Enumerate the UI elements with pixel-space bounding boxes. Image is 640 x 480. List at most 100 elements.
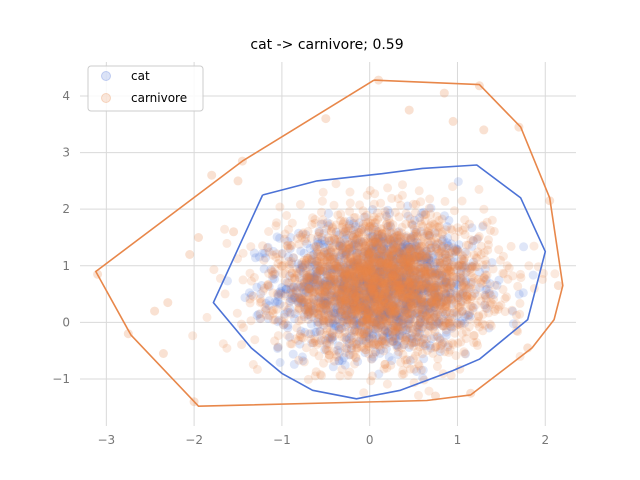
scatter-point <box>364 249 374 259</box>
scatter-point <box>348 299 358 308</box>
scatter-point <box>392 342 402 352</box>
scatter-point <box>407 286 417 296</box>
scatter-point <box>498 285 508 294</box>
scatter-point <box>277 283 287 292</box>
scatter-point <box>365 277 375 287</box>
scatter-point <box>324 276 334 286</box>
scatter-point <box>438 338 448 348</box>
scatter-point <box>443 295 453 305</box>
scatter-point <box>391 254 401 264</box>
scatter-point <box>415 270 425 280</box>
scatter-point <box>333 262 343 272</box>
scatter-point <box>444 215 454 225</box>
scatter-point <box>401 301 411 311</box>
scatter-point <box>324 295 334 305</box>
scatter-point <box>314 292 324 302</box>
scatter-point <box>254 309 264 319</box>
scatter-point <box>369 283 379 293</box>
scatter-point <box>351 220 361 230</box>
scatter-point <box>412 287 422 297</box>
scatter-point <box>442 222 452 232</box>
scatter-point <box>356 276 366 286</box>
scatter-point <box>318 279 328 289</box>
scatter-point <box>414 320 423 330</box>
scatter-point <box>366 284 376 293</box>
scatter-point <box>365 281 375 291</box>
scatter-point <box>426 267 436 277</box>
scatter-point <box>383 309 393 318</box>
scatter-point <box>275 299 285 309</box>
scatter-point <box>329 200 339 210</box>
scatter-point <box>308 306 318 316</box>
scatter-point <box>347 311 357 321</box>
scatter-point <box>467 223 477 233</box>
scatter-point <box>218 339 228 349</box>
scatter-point <box>340 283 349 293</box>
scatter-point <box>370 272 380 282</box>
scatter-point <box>359 294 369 304</box>
scatter-point <box>399 273 409 283</box>
scatter-point <box>469 331 479 341</box>
scatter-point <box>429 303 439 313</box>
series-points-cat <box>223 177 538 383</box>
scatter-point <box>311 269 321 279</box>
scatter-point <box>344 283 354 293</box>
scatter-point <box>412 285 422 295</box>
scatter-point <box>403 308 413 318</box>
scatter-point <box>385 287 395 297</box>
scatter-point <box>295 200 305 209</box>
scatter-point <box>448 308 458 318</box>
scatter-point <box>273 342 283 352</box>
scatter-point <box>377 292 387 302</box>
scatter-point <box>372 244 382 253</box>
scatter-point <box>343 315 353 325</box>
scatter-point <box>294 292 304 302</box>
scatter-point <box>358 281 368 291</box>
scatter-point <box>258 248 268 258</box>
scatter-point <box>320 345 330 355</box>
scatter-point <box>384 333 394 343</box>
scatter-point <box>455 320 465 330</box>
scatter-point <box>270 274 279 284</box>
scatter-point <box>437 236 447 246</box>
series-points-carnivore <box>188 179 560 400</box>
scatter-point <box>369 273 379 283</box>
scatter-point <box>356 301 366 311</box>
scatter-point <box>419 308 429 318</box>
scatter-point <box>412 298 422 308</box>
scatter-point <box>518 288 528 298</box>
scatter-point <box>411 255 421 265</box>
scatter-point <box>318 278 328 288</box>
scatter-point <box>340 234 350 244</box>
scatter-point <box>378 266 388 276</box>
scatter-point <box>361 295 371 305</box>
scatter-point <box>420 305 430 315</box>
scatter-point <box>492 280 502 290</box>
legend-label-cat: cat <box>131 69 150 83</box>
scatter-point <box>413 291 423 301</box>
scatter-point <box>360 306 370 316</box>
scatter-point <box>388 281 398 291</box>
scatter-point <box>447 338 457 348</box>
scatter-point <box>515 298 525 308</box>
scatter-point <box>353 301 363 311</box>
scatter-point <box>405 288 415 298</box>
scatter-point <box>309 274 319 284</box>
scatter-point <box>437 244 447 253</box>
scatter-point <box>396 242 406 252</box>
scatter-point <box>394 278 403 288</box>
scatter-point <box>384 327 394 337</box>
scatter-point <box>382 266 392 276</box>
scatter-point <box>348 285 357 295</box>
scatter-point <box>363 302 373 312</box>
scatter-point <box>349 261 359 271</box>
scatter-point <box>384 282 394 292</box>
scatter-point <box>383 291 392 301</box>
scatter-point <box>445 308 455 318</box>
scatter-point <box>310 215 320 224</box>
scatter-point <box>370 189 380 199</box>
scatter-point <box>370 237 380 247</box>
scatter-point <box>362 328 372 337</box>
scatter-point <box>308 277 318 287</box>
scatter-point <box>452 245 462 255</box>
